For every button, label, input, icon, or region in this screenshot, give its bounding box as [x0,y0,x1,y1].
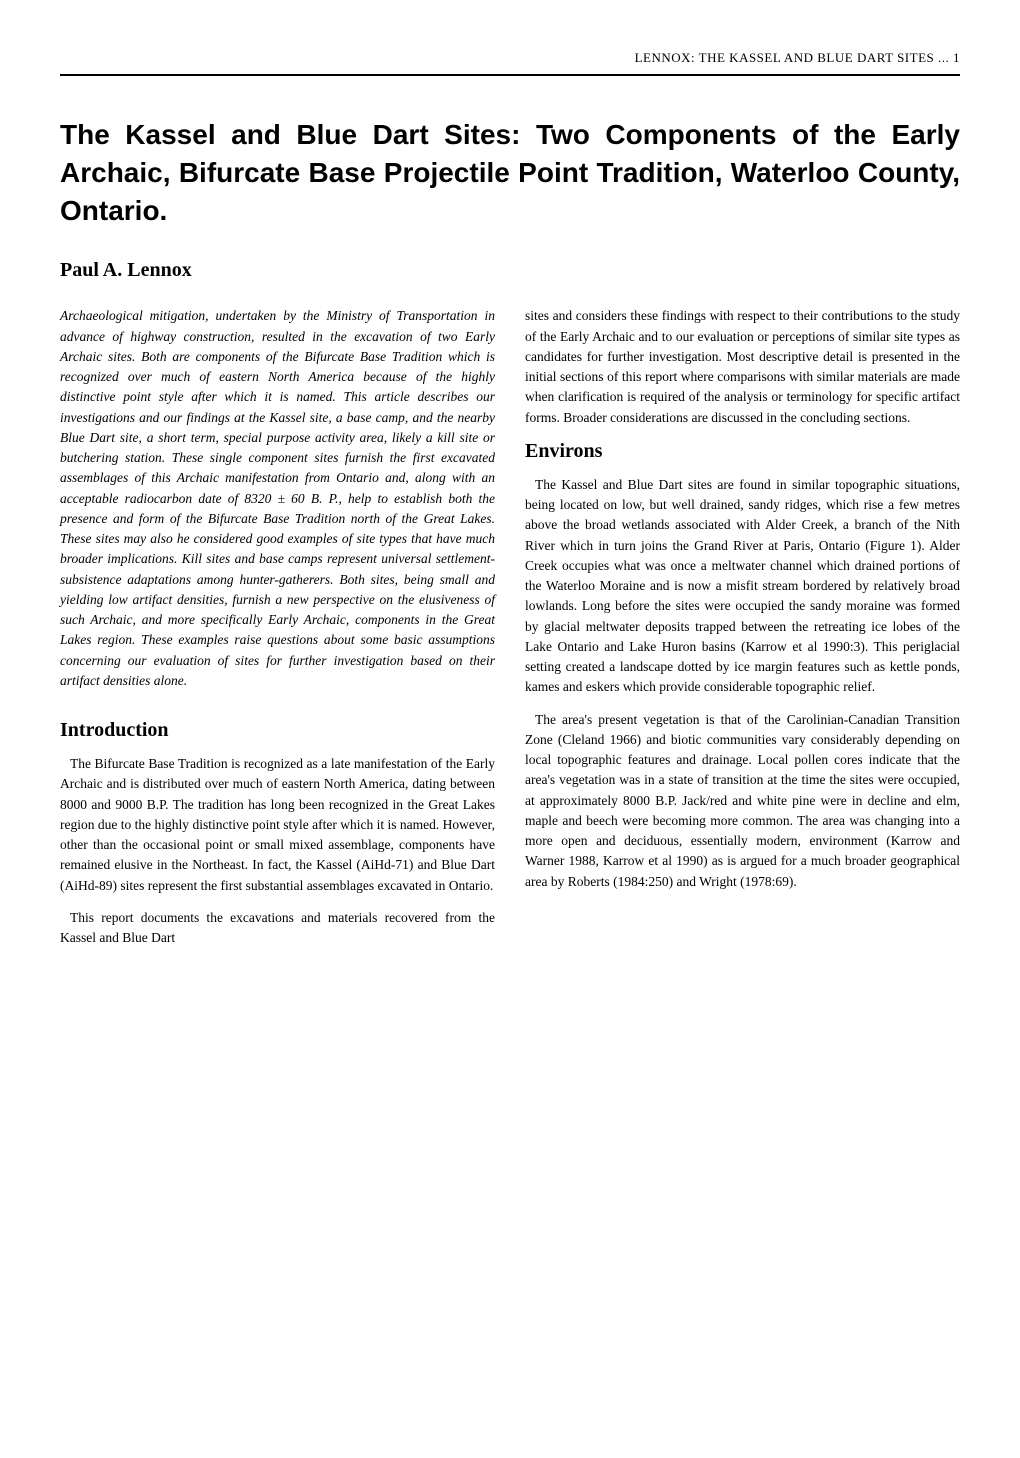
intro-paragraph-2: This report documents the excavations an… [60,908,495,949]
left-column: Archaeological mitigation, undertaken by… [60,306,495,960]
running-header: LENNOX: THE KASSEL AND BLUE DART SITES .… [60,50,960,76]
environs-paragraph-1: The Kassel and Blue Dart sites are found… [525,475,960,698]
introduction-heading: Introduction [60,719,495,742]
environs-paragraph-2: The area's present vegetation is that of… [525,710,960,892]
author-name: Paul A. Lennox [60,259,960,282]
right-column: sites and considers these findings with … [525,306,960,960]
two-column-layout: Archaeological mitigation, undertaken by… [60,306,960,960]
environs-heading: Environs [525,440,960,463]
intro-paragraph-1: The Bifurcate Base Tradition is recogniz… [60,754,495,896]
abstract-text: Archaeological mitigation, undertaken by… [60,306,495,691]
continuation-paragraph: sites and considers these findings with … [525,306,960,428]
article-title: The Kassel and Blue Dart Sites: Two Comp… [60,116,960,229]
